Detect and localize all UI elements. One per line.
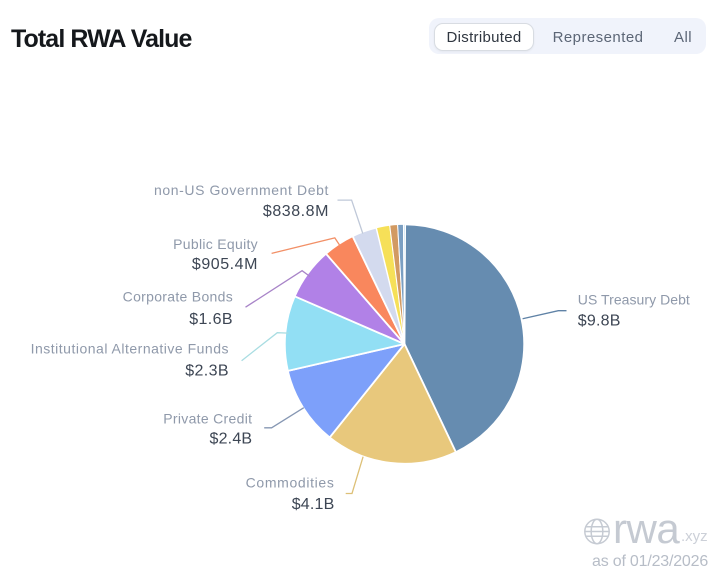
svg-text:$1.6B: $1.6B xyxy=(189,311,233,328)
svg-text:Public Equity: Public Equity xyxy=(173,236,258,252)
svg-text:$838.8M: $838.8M xyxy=(263,203,329,220)
svg-text:Private Credit: Private Credit xyxy=(163,411,252,427)
svg-text:$9.8B: $9.8B xyxy=(578,312,621,329)
svg-text:non-US Government Debt: non-US Government Debt xyxy=(154,182,329,198)
svg-text:$4.1B: $4.1B xyxy=(292,496,335,513)
svg-text:Commodities: Commodities xyxy=(246,474,335,490)
svg-text:Corporate Bonds: Corporate Bonds xyxy=(123,289,233,305)
svg-text:$905.4M: $905.4M xyxy=(192,256,258,273)
svg-text:.xyz: .xyz xyxy=(681,528,708,545)
svg-text:US Treasury Debt: US Treasury Debt xyxy=(578,291,690,307)
svg-text:$2.3B: $2.3B xyxy=(185,363,229,380)
svg-text:rwa: rwa xyxy=(613,505,680,552)
svg-text:Institutional Alternative Fund: Institutional Alternative Funds xyxy=(31,340,229,356)
svg-text:$2.4B: $2.4B xyxy=(209,431,252,448)
